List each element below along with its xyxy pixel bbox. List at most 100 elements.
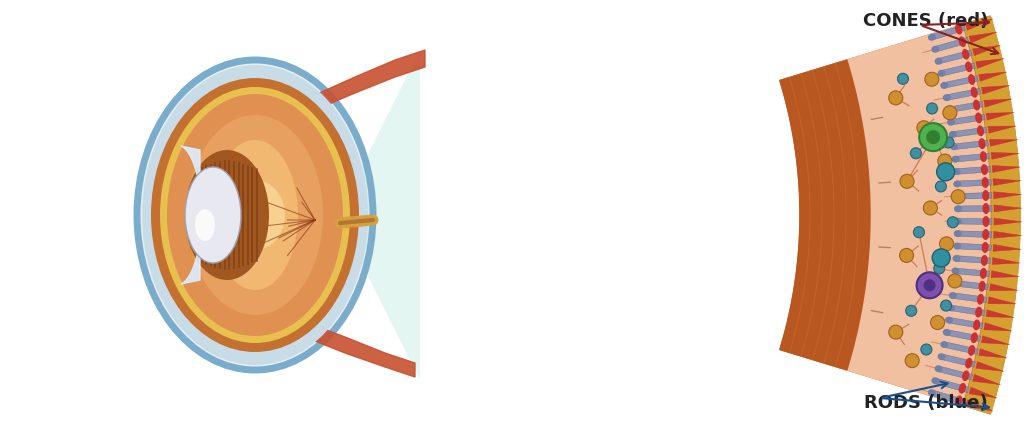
- Polygon shape: [956, 256, 990, 264]
- Ellipse shape: [982, 229, 989, 240]
- Ellipse shape: [938, 154, 951, 168]
- Ellipse shape: [212, 140, 298, 290]
- Polygon shape: [969, 387, 997, 398]
- Ellipse shape: [142, 65, 368, 365]
- Ellipse shape: [981, 255, 988, 266]
- Ellipse shape: [940, 341, 948, 348]
- Ellipse shape: [977, 125, 984, 136]
- Polygon shape: [986, 310, 1014, 317]
- Ellipse shape: [950, 143, 958, 150]
- Polygon shape: [973, 375, 1000, 385]
- Polygon shape: [993, 178, 1021, 186]
- Ellipse shape: [943, 94, 950, 101]
- Ellipse shape: [962, 370, 970, 381]
- Ellipse shape: [916, 272, 942, 298]
- Polygon shape: [946, 330, 981, 341]
- Ellipse shape: [958, 36, 966, 47]
- Ellipse shape: [947, 119, 955, 126]
- Ellipse shape: [947, 217, 958, 228]
- Ellipse shape: [889, 91, 903, 105]
- Ellipse shape: [968, 74, 975, 85]
- Polygon shape: [946, 89, 981, 100]
- Polygon shape: [991, 270, 1019, 278]
- Ellipse shape: [928, 389, 936, 396]
- Polygon shape: [935, 37, 969, 52]
- Ellipse shape: [951, 156, 959, 163]
- Polygon shape: [994, 205, 1022, 212]
- Ellipse shape: [931, 316, 944, 329]
- Ellipse shape: [913, 227, 925, 238]
- Ellipse shape: [910, 148, 922, 159]
- Ellipse shape: [185, 167, 241, 263]
- Ellipse shape: [973, 100, 980, 111]
- Polygon shape: [981, 336, 1010, 344]
- Polygon shape: [964, 16, 1020, 414]
- Polygon shape: [952, 127, 987, 137]
- Text: CONES (red): CONES (red): [862, 12, 988, 30]
- Ellipse shape: [953, 243, 962, 249]
- Polygon shape: [989, 139, 1018, 146]
- Ellipse shape: [187, 115, 323, 315]
- Polygon shape: [952, 293, 987, 303]
- Ellipse shape: [897, 73, 908, 84]
- Ellipse shape: [167, 94, 343, 336]
- Polygon shape: [973, 45, 1000, 55]
- Polygon shape: [941, 354, 975, 367]
- Ellipse shape: [927, 103, 938, 114]
- Ellipse shape: [982, 177, 989, 188]
- Polygon shape: [941, 63, 975, 76]
- Ellipse shape: [982, 216, 989, 227]
- Ellipse shape: [899, 249, 913, 262]
- Polygon shape: [988, 126, 1016, 133]
- Polygon shape: [931, 25, 966, 40]
- Ellipse shape: [137, 60, 373, 370]
- Polygon shape: [957, 193, 992, 199]
- Ellipse shape: [979, 281, 985, 292]
- Ellipse shape: [935, 181, 946, 192]
- Polygon shape: [948, 101, 983, 113]
- Polygon shape: [984, 99, 1012, 107]
- Ellipse shape: [932, 249, 950, 267]
- Ellipse shape: [945, 316, 953, 324]
- Ellipse shape: [954, 205, 962, 212]
- Ellipse shape: [924, 201, 937, 215]
- Polygon shape: [979, 349, 1007, 358]
- Polygon shape: [938, 50, 972, 64]
- Ellipse shape: [943, 137, 954, 148]
- Ellipse shape: [975, 112, 982, 123]
- Ellipse shape: [160, 87, 350, 343]
- Polygon shape: [993, 244, 1021, 252]
- Polygon shape: [181, 146, 202, 284]
- Ellipse shape: [935, 58, 942, 65]
- Polygon shape: [954, 140, 988, 150]
- Polygon shape: [993, 231, 1022, 238]
- Text: RODS (blue): RODS (blue): [864, 394, 988, 412]
- Polygon shape: [300, 320, 415, 377]
- Ellipse shape: [971, 332, 978, 343]
- Polygon shape: [938, 366, 972, 380]
- Polygon shape: [966, 19, 993, 30]
- Polygon shape: [988, 297, 1016, 304]
- Ellipse shape: [980, 268, 987, 279]
- Ellipse shape: [953, 181, 962, 187]
- Ellipse shape: [928, 34, 936, 41]
- Ellipse shape: [952, 168, 961, 175]
- Polygon shape: [948, 317, 983, 329]
- Ellipse shape: [962, 49, 970, 60]
- Ellipse shape: [939, 237, 953, 251]
- Ellipse shape: [954, 218, 962, 225]
- Ellipse shape: [924, 280, 936, 291]
- Polygon shape: [944, 76, 978, 88]
- Ellipse shape: [905, 305, 916, 316]
- Ellipse shape: [955, 396, 963, 406]
- Polygon shape: [993, 192, 1022, 199]
- Polygon shape: [979, 72, 1007, 81]
- Polygon shape: [969, 32, 997, 43]
- Ellipse shape: [980, 151, 987, 162]
- Polygon shape: [315, 50, 425, 110]
- Polygon shape: [957, 179, 991, 187]
- Ellipse shape: [977, 294, 984, 305]
- Polygon shape: [992, 258, 1020, 264]
- Ellipse shape: [920, 278, 933, 292]
- Polygon shape: [992, 166, 1020, 172]
